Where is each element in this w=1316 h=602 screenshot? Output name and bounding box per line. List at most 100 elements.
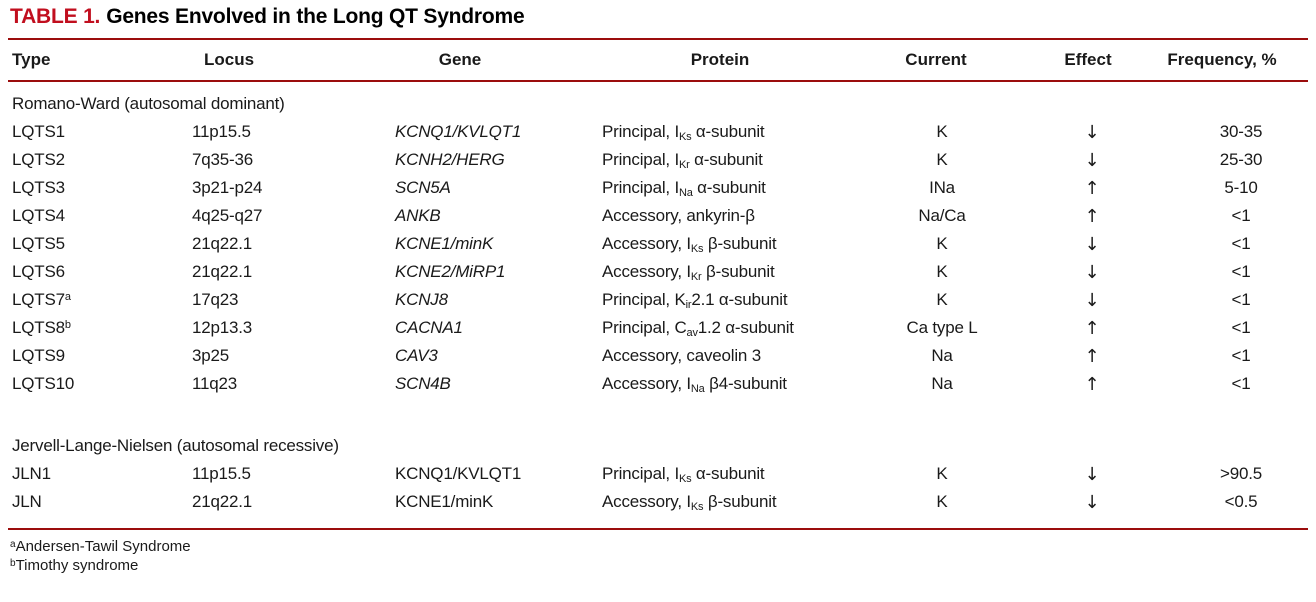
table-row: JLN 21q22.1 KCNE1/minK Accessory, IKs β-… [8,488,1308,516]
cell-gene: SCN4B [395,374,451,393]
cell-current: Ca type L [906,318,978,337]
cell-gene: CAV3 [395,346,438,365]
cell-gene: KCNE1/minK [395,234,494,253]
cell-protein: Principal, IKs α-subunit [602,122,765,143]
rule-top [8,38,1308,40]
cell-protein: Principal, Cav1.2 α-subunit [602,318,794,339]
cell-gene: KCNJ8 [395,290,448,309]
cell-protein: Accessory, IKr β-subunit [602,262,775,283]
cell-type: LQTS4 [8,206,192,226]
cell-effect: ↑ [1084,373,1100,395]
column-header-locus: Locus [203,50,255,69]
cell-type: LQTS7a [8,290,192,310]
footnote-marker: a [10,539,16,550]
cell-type: LQTS6 [8,262,192,282]
table-row: LQTS5 21q22.1 KCNE1/minK Accessory, IKs … [8,230,1308,258]
cell-gene: KCNQ1/KVLQT1 [395,122,522,141]
cell-type: LQTS10 [8,374,192,394]
column-header-protein: Protein [690,50,750,69]
cell-protein: Principal, IKr α-subunit [602,150,763,171]
cell-type: JLN [8,492,192,512]
cell-type: JLN1 [8,464,192,484]
table-row: LQTS2 7q35-36 KCNH2/HERG Principal, IKr … [8,146,1308,174]
cell-frequency: 5-10 [1224,178,1258,197]
footnote-text: Andersen-Tawil Syndrome [15,538,191,555]
cell-type-label: LQTS5 [12,234,65,253]
cell-effect: ↓ [1084,289,1100,311]
cell-current: Na [931,346,953,365]
table-row: LQTS7a 17q23 KCNJ8 Principal, Kir2.1 α-s… [8,286,1308,314]
cell-frequency: 25-30 [1219,150,1263,169]
cell-current: K [936,464,948,483]
rule-below-header [8,80,1308,82]
cell-locus: 3p21-p24 [192,178,263,197]
cell-current: Na [931,374,953,393]
cell-type-label: LQTS3 [12,178,65,197]
cell-type-label: LQTS6 [12,262,65,281]
table-row: LQTS9 3p25 CAV3 Accessory, caveolin 3 Na… [8,342,1308,370]
cell-frequency: <1 [1231,290,1251,309]
cell-type: LQTS8b [8,318,192,338]
cell-type: LQTS9 [8,346,192,366]
cell-gene: KCNE1/minK [395,492,494,511]
column-header-frequency: Frequency, % [1167,50,1277,69]
table-row: LQTS8b 12p13.3 CACNA1 Principal, Cav1.2 … [8,314,1308,342]
cell-gene: CACNA1 [395,318,463,337]
cell-current: K [936,262,948,281]
cell-locus: 17q23 [192,290,239,309]
cell-protein: Accessory, INa β4-subunit [602,374,787,395]
footnotes: aAndersen-Tawil Syndrome bTimothy syndro… [10,537,191,575]
table-row: LQTS4 4q25-q27 ANKB Accessory, ankyrin-β… [8,202,1308,230]
cell-effect: ↓ [1084,149,1100,171]
rule-bottom [8,528,1308,530]
column-header-gene: Gene [438,50,482,69]
table-row: JLN1 11p15.5 KCNQ1/KVLQT1 Principal, IKs… [8,460,1308,488]
table-header-row: Type Locus Gene Protein Current Effect F… [0,40,1316,80]
cell-locus: 21q22.1 [192,492,253,511]
cell-type-sup: b [64,319,71,331]
cell-type: LQTS5 [8,234,192,254]
column-header-current: Current [905,50,967,69]
cell-gene: KCNH2/HERG [395,150,505,169]
cell-locus: 12p13.3 [192,318,253,337]
cell-protein: Principal, IKs α-subunit [602,464,765,485]
cell-current: INa [929,178,955,197]
cell-locus: 11q23 [192,374,238,393]
cell-type-label: LQTS9 [12,346,65,365]
cell-protein: Accessory, IKs β-subunit [602,492,777,513]
column-header-effect: Effect [1064,50,1112,69]
cell-type-label: LQTS1 [12,122,65,141]
table-body: Romano-Ward (autosomal dominant) LQTS1 1… [8,90,1308,516]
cell-type: LQTS2 [8,150,192,170]
cell-locus: 11p15.5 [192,122,251,141]
cell-locus: 4q25-q27 [192,206,263,225]
cell-current: K [936,290,948,309]
table-title: TABLE 1. Genes Envolved in the Long QT Sy… [10,5,525,29]
cell-type-sup: a [64,291,71,303]
cell-effect: ↓ [1084,121,1100,143]
cell-frequency: 30-35 [1219,122,1263,141]
cell-protein: Accessory, IKs β-subunit [602,234,777,255]
footnote-marker: b [10,558,16,569]
cell-type-label: LQTS2 [12,150,65,169]
cell-frequency: <1 [1231,234,1251,253]
cell-gene: KCNE2/MiRP1 [395,262,506,281]
section-heading: Romano-Ward (autosomal dominant) [12,94,285,113]
section-heading: Jervell-Lange-Nielsen (autosomal recessi… [12,436,339,455]
column-header-type: Type [12,50,51,69]
cell-effect: ↑ [1084,205,1100,227]
cell-protein: Principal, Kir2.1 α-subunit [602,290,788,311]
cell-locus: 7q35-36 [192,150,253,169]
table-row: LQTS3 3p21-p24 SCN5A Principal, INa α-su… [8,174,1308,202]
cell-effect: ↑ [1084,317,1100,339]
cell-protein: Principal, INa α-subunit [602,178,766,199]
cell-locus: 21q22.1 [192,262,253,281]
cell-frequency: <1 [1231,346,1251,365]
cell-type: LQTS1 [8,122,192,142]
cell-type-label: LQTS10 [12,374,75,393]
cell-current: K [936,492,948,511]
cell-frequency: <1 [1231,206,1251,225]
cell-protein: Accessory, ankyrin-β [602,206,755,225]
cell-effect: ↑ [1084,345,1100,367]
